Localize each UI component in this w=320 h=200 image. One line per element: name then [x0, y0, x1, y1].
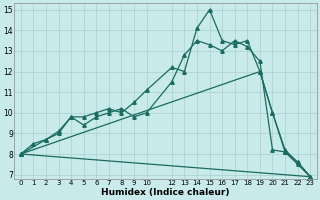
X-axis label: Humidex (Indice chaleur): Humidex (Indice chaleur)	[101, 188, 230, 197]
